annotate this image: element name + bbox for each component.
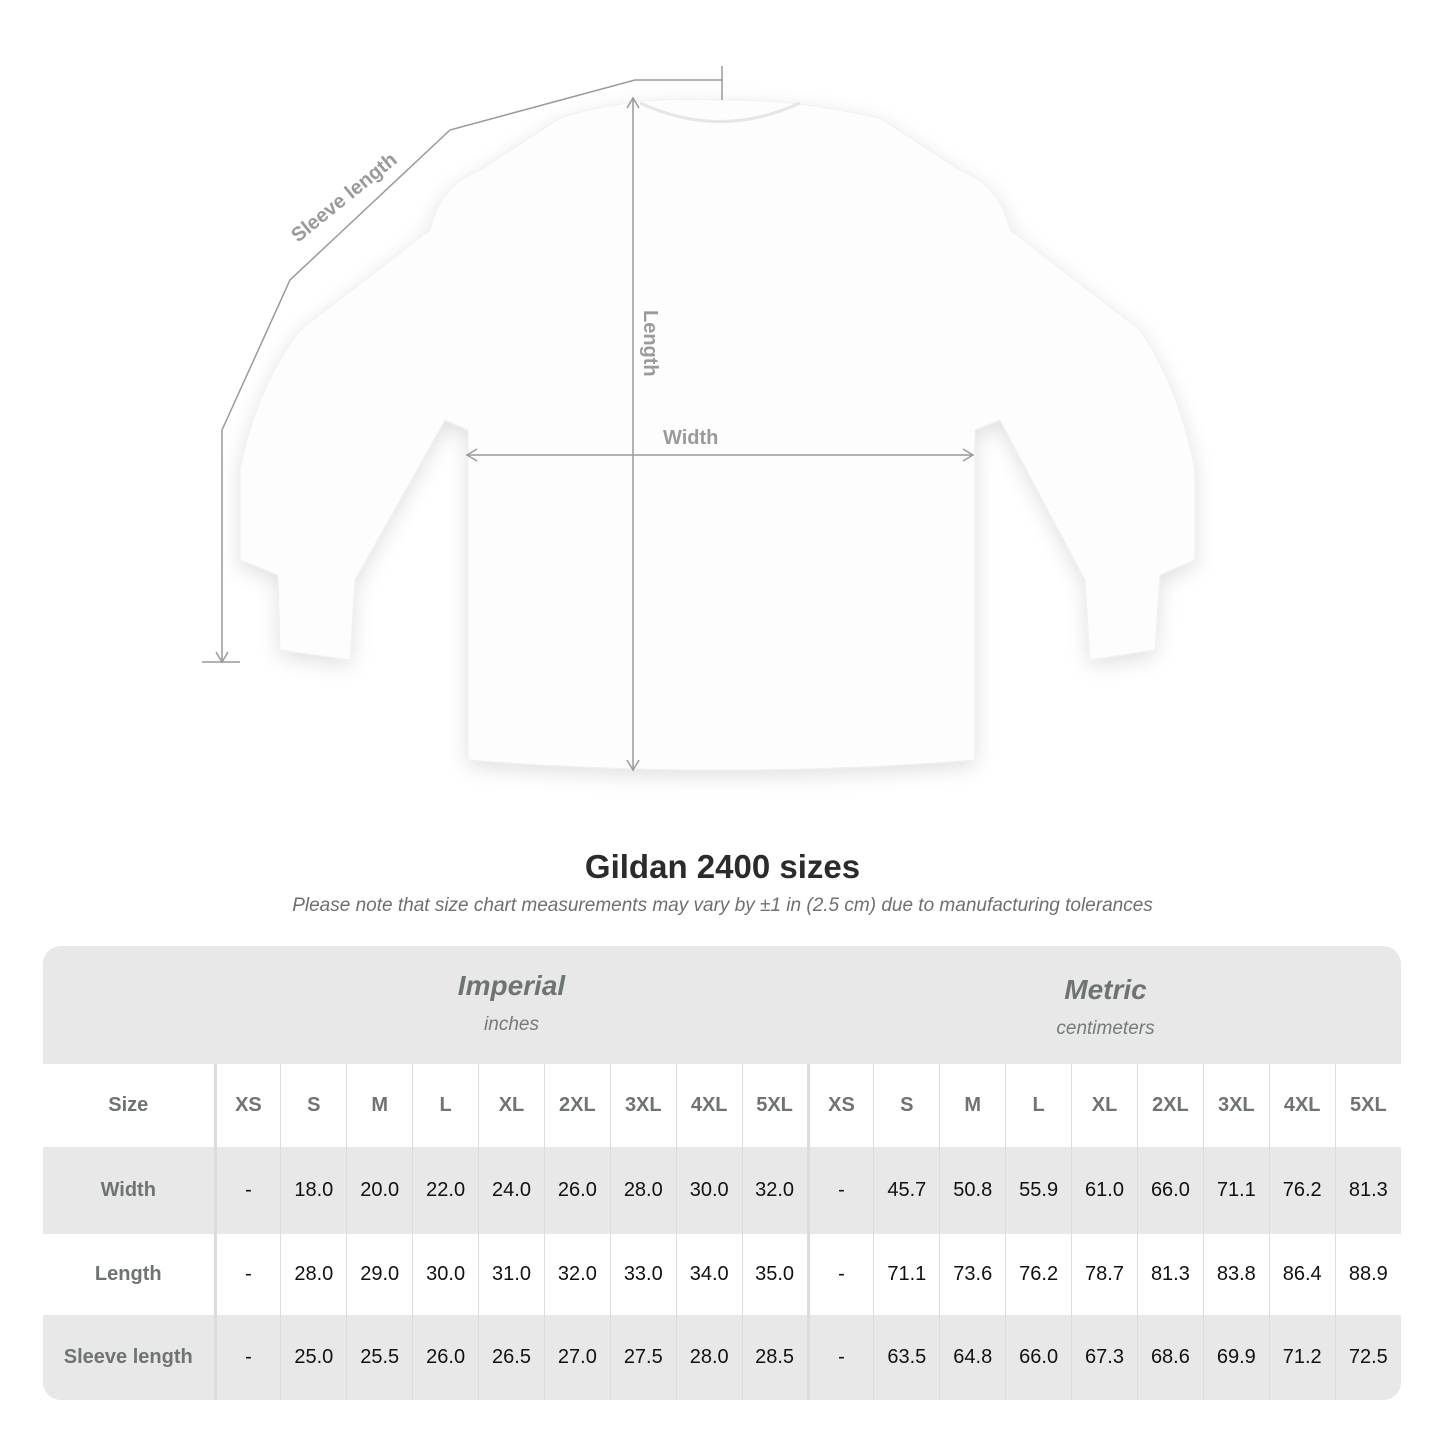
- metric-value: 66.0: [1136, 1147, 1204, 1234]
- metric-value: 50.8: [939, 1147, 1006, 1234]
- length-measure-line: [626, 96, 640, 772]
- metric-value: -: [806, 1147, 874, 1234]
- width-label: Width: [663, 427, 718, 449]
- imperial-value: 25.0: [280, 1315, 347, 1400]
- metric-header: Metric centimeters: [810, 974, 1401, 1092]
- metric-size-5xl: 5XL: [1334, 1064, 1401, 1147]
- imperial-value: 22.0: [412, 1147, 479, 1234]
- imperial-unit: inches: [484, 1014, 539, 1035]
- imperial-value: 33.0: [609, 1234, 677, 1315]
- sleeve-length-measure-line: [202, 66, 723, 664]
- imperial-size-s: S: [280, 1064, 347, 1147]
- metric-unit: centimeters: [1056, 1018, 1155, 1039]
- imperial-value: -: [214, 1147, 281, 1234]
- width-measure-line: [465, 448, 975, 462]
- imperial-size-l: L: [412, 1064, 479, 1147]
- table-row: Length -28.0 29.0 30.0 31.0 32.0 33.0 34.0 35.0-…: [43, 1234, 1401, 1315]
- metric-value: 63.5: [873, 1315, 940, 1400]
- imperial-value: 24.0: [478, 1147, 545, 1234]
- metric-value: 55.9: [1005, 1147, 1072, 1234]
- imperial-size-4xl: 4XL: [675, 1064, 743, 1147]
- metric-size-m: M: [939, 1064, 1006, 1147]
- metric-value: 67.3: [1071, 1315, 1138, 1400]
- metric-value: 71.2: [1268, 1315, 1336, 1400]
- shirt-diagram: Sleeve length Length Width: [202, 66, 1196, 772]
- imperial-value: 30.0: [412, 1234, 479, 1315]
- metric-size-2xl: 2XL: [1136, 1064, 1204, 1147]
- size-grid: Size XS S M L XL 2XL 3XL 4XL 5XL XS S M L XL 2XL 3XL 4XL 5…: [43, 1064, 1401, 1400]
- tolerance-note: Please note that size chart measurements…: [292, 895, 1153, 916]
- row-label: Sleeve length: [43, 1315, 217, 1400]
- imperial-size-2xl: 2XL: [543, 1064, 611, 1147]
- imperial-value: 32.0: [543, 1234, 611, 1315]
- row-label: Length: [43, 1234, 217, 1315]
- imperial-value: 27.5: [609, 1315, 677, 1400]
- table-row: Width -18.0 20.0 22.0 24.0 26.0 28.0 30.0 32.0-4…: [43, 1147, 1401, 1234]
- imperial-value: -: [214, 1315, 281, 1400]
- metric-value: -: [806, 1234, 874, 1315]
- imperial-value: 28.0: [675, 1315, 743, 1400]
- metric-size-4xl: 4XL: [1268, 1064, 1336, 1147]
- metric-size-3xl: 3XL: [1202, 1064, 1270, 1147]
- imperial-value: 20.0: [346, 1147, 413, 1234]
- size-header: Size: [43, 1064, 217, 1147]
- imperial-value: 29.0: [346, 1234, 413, 1315]
- metric-size-s: S: [873, 1064, 940, 1147]
- imperial-value: 18.0: [280, 1147, 347, 1234]
- metric-value: 86.4: [1268, 1234, 1336, 1315]
- metric-value: 66.0: [1005, 1315, 1072, 1400]
- metric-value: 81.3: [1136, 1234, 1204, 1315]
- metric-value: 88.9: [1334, 1234, 1401, 1315]
- imperial-value: 30.0: [675, 1147, 743, 1234]
- metric-size-xl: XL: [1071, 1064, 1138, 1147]
- imperial-size-5xl: 5XL: [741, 1064, 809, 1147]
- metric-value: 45.7: [873, 1147, 940, 1234]
- long-sleeve-shirt-illustration: [239, 98, 1196, 771]
- metric-value: 73.6: [939, 1234, 1006, 1315]
- metric-value: 78.7: [1071, 1234, 1138, 1315]
- imperial-size-xl: XL: [478, 1064, 545, 1147]
- row-label: Width: [43, 1147, 217, 1234]
- length-label: Length: [639, 310, 661, 377]
- imperial-value: -: [214, 1234, 281, 1315]
- imperial-value: 27.0: [543, 1315, 611, 1400]
- imperial-value: 31.0: [478, 1234, 545, 1315]
- size-header-row: Size XS S M L XL 2XL 3XL 4XL 5XL XS S M L XL 2XL 3XL 4XL 5…: [43, 1064, 1401, 1147]
- imperial-header: Imperial inches: [215, 970, 808, 1088]
- metric-value: 71.1: [873, 1234, 940, 1315]
- metric-value: 76.2: [1005, 1234, 1072, 1315]
- imperial-value: 26.0: [412, 1315, 479, 1400]
- imperial-value: 25.5: [346, 1315, 413, 1400]
- metric-value: 61.0: [1071, 1147, 1138, 1234]
- imperial-value: 32.0: [741, 1147, 809, 1234]
- metric-value: 81.3: [1334, 1147, 1401, 1234]
- imperial-value: 28.0: [280, 1234, 347, 1315]
- imperial-title: Imperial: [457, 970, 566, 1001]
- metric-value: 72.5: [1334, 1315, 1401, 1400]
- imperial-value: 34.0: [675, 1234, 743, 1315]
- table-row: Sleeve length -25.0 25.5 26.0 26.5 27.0 27.5 28…: [43, 1315, 1401, 1400]
- metric-value: 68.6: [1136, 1315, 1204, 1400]
- imperial-value: 28.0: [609, 1147, 677, 1234]
- imperial-size-m: M: [346, 1064, 413, 1147]
- page-title: Gildan 2400 sizes: [584, 848, 861, 885]
- size-table: Imperial inches Metric centimeters Size X…: [43, 946, 1401, 1400]
- imperial-value: 28.5: [741, 1315, 809, 1400]
- imperial-size-3xl: 3XL: [609, 1064, 677, 1147]
- metric-value: 64.8: [939, 1315, 1006, 1400]
- imperial-size-xs: XS: [214, 1064, 281, 1147]
- imperial-value: 35.0: [741, 1234, 809, 1315]
- metric-value: 71.1: [1202, 1147, 1270, 1234]
- metric-value: 69.9: [1202, 1315, 1270, 1400]
- metric-size-xs: XS: [806, 1064, 874, 1147]
- imperial-value: 26.5: [478, 1315, 545, 1400]
- metric-value: 76.2: [1268, 1147, 1336, 1234]
- metric-size-l: L: [1005, 1064, 1072, 1147]
- metric-value: -: [806, 1315, 874, 1400]
- imperial-value: 26.0: [543, 1147, 611, 1234]
- metric-title: Metric: [1064, 974, 1147, 1005]
- sleeve-length-label: Sleeve length: [287, 149, 401, 247]
- metric-value: 83.8: [1202, 1234, 1270, 1315]
